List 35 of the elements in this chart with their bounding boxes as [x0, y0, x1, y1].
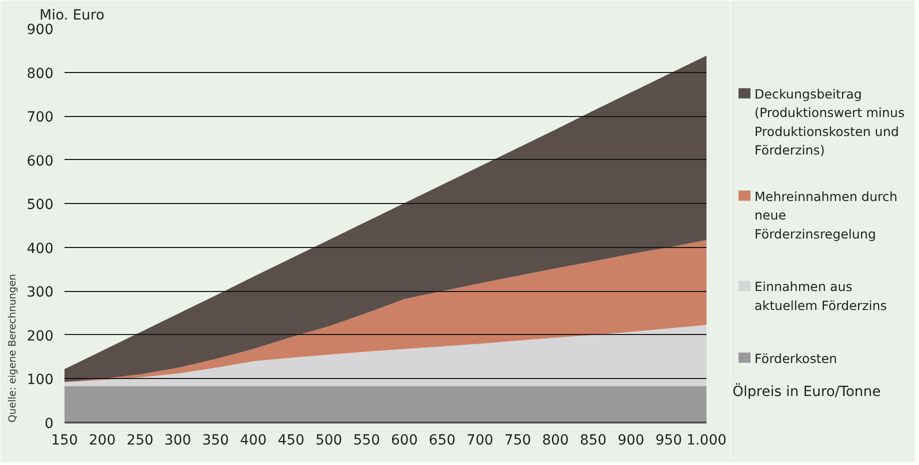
- y-axis-title: Mio. Euro: [40, 8, 104, 24]
- x-tick-label: 800: [542, 432, 569, 448]
- x-tick-label: 250: [126, 432, 154, 448]
- x-tick-label: 550: [353, 432, 380, 448]
- x-tick-label: 400: [240, 432, 267, 448]
- x-tick-label: 850: [580, 432, 607, 448]
- legend-label: Mehreinnahmen durch neue Förderzinsregelung: [754, 188, 898, 242]
- x-tick-label: 200: [88, 432, 116, 448]
- y-tick-label: 100: [26, 372, 54, 388]
- legend-label: Förderkosten: [754, 350, 838, 366]
- x-tick-label: 950: [655, 432, 682, 448]
- x-tick-label: 1.000: [686, 432, 727, 448]
- legend-label: Einnahmen aus aktuellem Förderzins: [754, 279, 887, 313]
- y-tick-label: 900: [26, 22, 54, 38]
- x-tick-label: 700: [466, 432, 494, 448]
- x-axis-title: Ölpreis in Euro/Tonne: [732, 382, 881, 400]
- x-tick-label: 450: [278, 432, 304, 448]
- x-tick-label: 500: [315, 432, 342, 448]
- y-tick-label: 700: [26, 110, 54, 126]
- x-tick-label: 750: [504, 432, 532, 448]
- x-tick-label: 350: [202, 432, 229, 448]
- y-tick-label: 500: [26, 197, 54, 214]
- x-tick-label: 150: [51, 432, 78, 448]
- x-tick-label: 650: [428, 432, 456, 448]
- x-tick-label: 600: [391, 432, 418, 448]
- y-tick-label: 300: [26, 284, 54, 301]
- source-note: Quelle: eigene Berechnungen: [8, 274, 18, 422]
- x-tick-label: 900: [618, 432, 644, 448]
- legend-label: Deckungsbeitrag (Produktionswert minus Produktionskosten und Förderzins): [754, 86, 905, 158]
- y-tick-label: 200: [26, 328, 54, 344]
- y-tick-label: 800: [26, 66, 54, 82]
- y-tick-label: 0: [44, 416, 54, 432]
- y-tick-label: 600: [26, 153, 54, 170]
- x-tick-label: 300: [164, 432, 192, 448]
- y-tick-label: 400: [26, 240, 54, 257]
